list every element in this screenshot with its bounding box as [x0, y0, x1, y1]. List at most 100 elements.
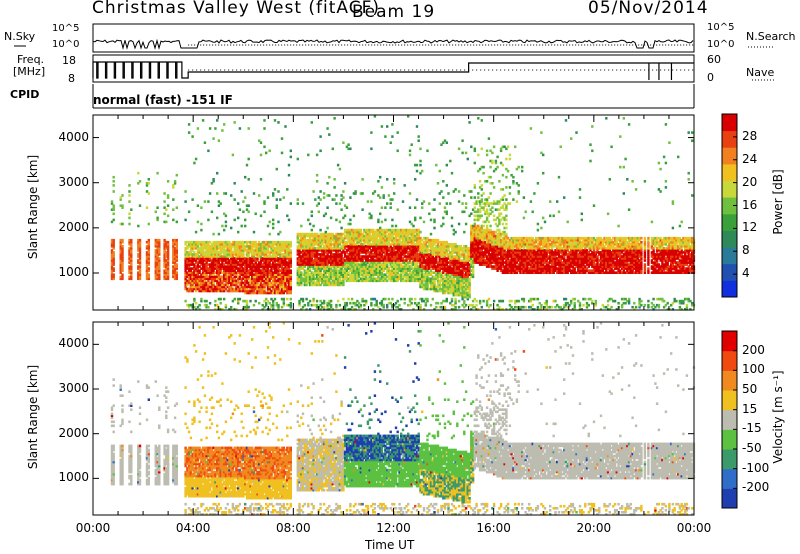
range-cell [200, 229, 202, 232]
range-cell [274, 298, 276, 301]
range-cell [244, 196, 246, 199]
range-cell [137, 225, 139, 228]
range-cell [435, 306, 437, 309]
range-cell [432, 298, 434, 301]
range-cell [204, 200, 206, 203]
range-cell [113, 184, 115, 187]
range-cell [276, 204, 278, 207]
range-cell [323, 300, 325, 303]
range-cell [419, 304, 421, 307]
range-cell [458, 190, 460, 193]
range-cell [414, 298, 416, 301]
range-cell [234, 182, 236, 185]
range-cell [342, 196, 344, 199]
range-cell [339, 168, 341, 171]
range-cell [319, 190, 321, 193]
range-cell [202, 119, 204, 122]
range-cell [128, 194, 130, 197]
range-cell [184, 200, 186, 203]
range-cell [139, 239, 141, 242]
range-cell [437, 302, 439, 305]
range-cell [260, 141, 262, 144]
range-cell [309, 300, 311, 303]
range-cell [402, 200, 404, 203]
range-cell [433, 198, 435, 201]
range-cell [274, 119, 276, 122]
range-cell [332, 148, 334, 151]
range-cell [197, 204, 199, 207]
range-cell [163, 200, 165, 203]
range-cell [384, 298, 386, 301]
range-cell [195, 158, 197, 161]
range-cell [176, 174, 178, 177]
range-cell [277, 304, 279, 307]
range-cell [381, 221, 383, 224]
range-cell [328, 133, 330, 136]
range-cell [207, 219, 209, 222]
range-cell [239, 127, 241, 130]
range-cell [113, 251, 115, 254]
range-cell [188, 123, 190, 126]
range-cell [428, 213, 430, 216]
range-cell [290, 302, 292, 305]
range-cell [444, 206, 446, 209]
range-cell [318, 202, 320, 205]
range-cell [326, 206, 328, 209]
range-cell [335, 194, 337, 197]
range-cell [454, 231, 456, 234]
range-cell [391, 123, 393, 126]
range-cell [244, 225, 246, 228]
range-cell [148, 239, 150, 242]
range-cell [244, 176, 246, 179]
range-cell [414, 178, 416, 181]
power-panel [93, 115, 695, 311]
range-cell [286, 215, 288, 218]
range-cell [242, 211, 244, 214]
range-cell [255, 213, 257, 216]
range-cell [174, 180, 176, 183]
range-cell [360, 304, 362, 307]
range-cell [391, 198, 393, 201]
range-cell [446, 211, 448, 214]
range-cell [204, 141, 206, 144]
range-cell [447, 192, 449, 195]
range-cell [137, 172, 139, 175]
range-cell [342, 298, 344, 301]
range-cell [156, 217, 158, 220]
range-cell [458, 148, 460, 151]
range-cell [214, 127, 216, 130]
range-cell [312, 190, 314, 193]
range-cell [304, 304, 306, 307]
range-cell [176, 263, 178, 266]
range-cell [384, 135, 386, 138]
range-cell [439, 170, 441, 173]
range-cell [316, 300, 318, 303]
range-cell [397, 208, 399, 211]
range-cell [207, 200, 209, 203]
range-cell [390, 206, 392, 209]
range-cell [391, 225, 393, 228]
range-cell [165, 208, 167, 211]
range-cell [370, 215, 372, 218]
range-cell [212, 137, 214, 140]
range-cell [412, 225, 414, 228]
range-cell [446, 202, 448, 205]
range-cell [281, 137, 283, 140]
range-cell [421, 206, 423, 209]
range-cell [220, 202, 222, 205]
range-cell [430, 219, 432, 222]
range-cell [277, 121, 279, 124]
range-cell [433, 208, 435, 211]
range-cell [269, 221, 271, 224]
range-cell [326, 182, 328, 185]
range-cell [423, 221, 425, 224]
range-cell [176, 271, 178, 274]
range-cell [234, 198, 236, 201]
range-cell [353, 215, 355, 218]
range-cell [416, 198, 418, 201]
range-cell [339, 202, 341, 205]
range-cell [207, 306, 209, 309]
range-cell [370, 200, 372, 203]
range-cell [393, 178, 395, 181]
range-cell [388, 298, 390, 301]
